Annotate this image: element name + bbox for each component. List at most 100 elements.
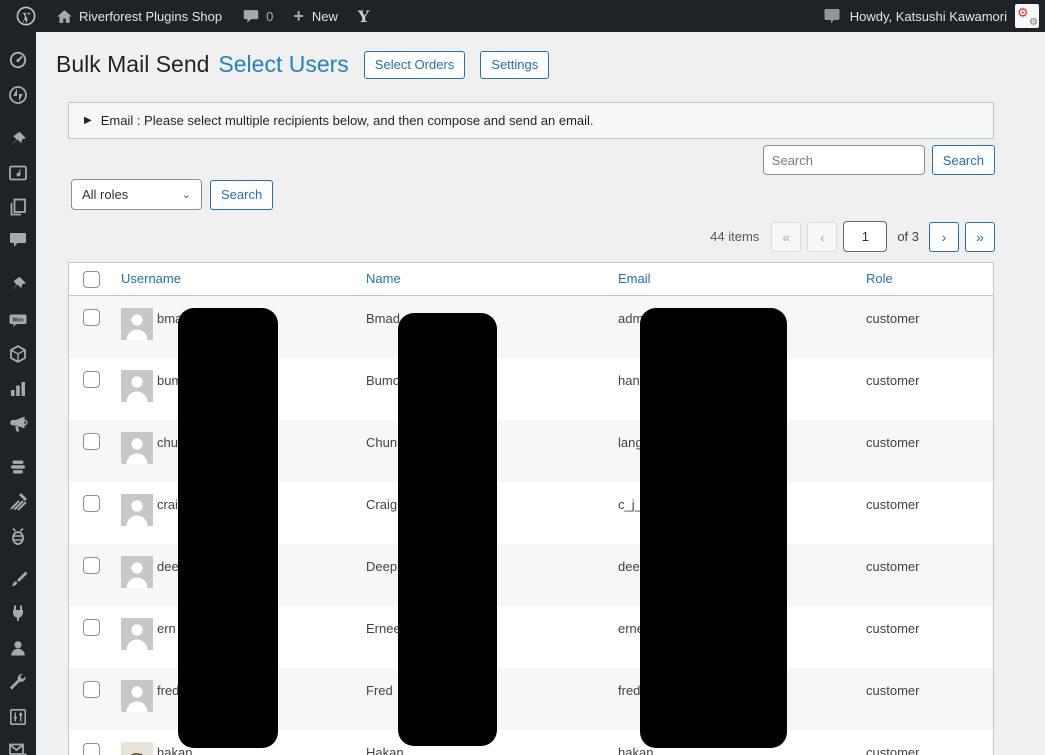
roles-search-button[interactable]: Search bbox=[210, 179, 274, 210]
last-page-button[interactable]: » bbox=[965, 221, 995, 252]
table-header: Username Name Email Role bbox=[69, 263, 993, 296]
prev-page-button: ‹ bbox=[807, 221, 838, 252]
pin-icon[interactable] bbox=[8, 275, 28, 295]
plus-icon: + bbox=[293, 6, 304, 26]
cell-role: customer bbox=[866, 621, 920, 636]
admin-bar-left: Riverforest Plugins Shop 0 + New Y bbox=[0, 0, 822, 32]
comments-icon[interactable] bbox=[8, 230, 28, 250]
settings-sliders-icon[interactable] bbox=[8, 707, 28, 727]
roles-select[interactable]: All roles ⌄ bbox=[71, 179, 202, 210]
row-checkbox[interactable] bbox=[83, 309, 100, 326]
row-checkbox[interactable] bbox=[83, 681, 100, 698]
site-menu[interactable]: Riverforest Plugins Shop bbox=[48, 0, 230, 32]
appearance-paintbrush-icon[interactable] bbox=[8, 569, 28, 589]
new-label: New bbox=[311, 8, 338, 24]
search-button[interactable]: Search bbox=[931, 145, 995, 175]
wordpress-logo-icon bbox=[16, 6, 36, 26]
admin-bar: Riverforest Plugins Shop 0 + New Y Howdy… bbox=[0, 0, 1045, 32]
cell-name: Bmad bbox=[366, 311, 400, 326]
new-content-menu[interactable]: + New bbox=[285, 0, 346, 32]
row-checkbox[interactable] bbox=[83, 743, 100, 755]
select-all-checkbox[interactable] bbox=[83, 271, 100, 288]
products-box-icon[interactable] bbox=[8, 344, 28, 364]
svg-text:Woo: Woo bbox=[12, 318, 23, 324]
items-count: 44 items bbox=[710, 229, 760, 244]
analytics-bars-icon[interactable] bbox=[8, 379, 28, 399]
admin-bar-right: Howdy, Katsushi Kawamori ⚙ ⚙ bbox=[822, 4, 1045, 28]
jetpack-icon[interactable] bbox=[8, 85, 28, 105]
roles-select-value: All roles bbox=[82, 187, 129, 202]
marketing-megaphone-icon[interactable] bbox=[8, 414, 28, 434]
avatar bbox=[121, 680, 153, 712]
avatar bbox=[121, 494, 153, 526]
pagination: 44 items « ‹ of 3 › » bbox=[710, 221, 995, 252]
yoast-seo-menu[interactable]: Y bbox=[350, 0, 377, 32]
pages-icon[interactable] bbox=[8, 197, 28, 217]
mail-send-icon[interactable] bbox=[8, 740, 28, 755]
cell-role: customer bbox=[866, 497, 920, 512]
row-checkbox[interactable] bbox=[83, 495, 100, 512]
cell-role: customer bbox=[866, 373, 920, 388]
column-header-username[interactable]: Username bbox=[121, 271, 181, 286]
select-orders-button[interactable]: Select Orders bbox=[363, 50, 466, 79]
next-page-button[interactable]: › bbox=[929, 221, 959, 252]
cell-name: Bumo bbox=[366, 373, 400, 388]
hive-icon[interactable] bbox=[8, 457, 28, 477]
cell-username: hakan bbox=[157, 745, 193, 755]
cell-name: Hakan bbox=[366, 745, 404, 755]
avatar bbox=[121, 742, 153, 755]
row-checkbox[interactable] bbox=[83, 371, 100, 388]
settings-button[interactable]: Settings bbox=[480, 50, 550, 79]
feedback-bubble-icon[interactable] bbox=[822, 6, 842, 26]
avatar bbox=[121, 618, 153, 650]
posts-pushpin-icon[interactable] bbox=[8, 130, 28, 150]
row-checkbox[interactable] bbox=[83, 433, 100, 450]
current-page-input[interactable] bbox=[843, 221, 888, 252]
woocommerce-icon[interactable]: Woo bbox=[8, 310, 28, 330]
redaction-box bbox=[398, 313, 497, 746]
home-icon bbox=[57, 9, 72, 23]
comments-menu[interactable]: 0 bbox=[234, 0, 281, 32]
cell-username: dee bbox=[157, 559, 179, 574]
cell-name: Craig bbox=[366, 497, 398, 512]
brushes-icon[interactable] bbox=[8, 492, 28, 512]
search-input[interactable] bbox=[762, 145, 925, 175]
cell-name: Deep bbox=[366, 559, 398, 574]
cell-role: customer bbox=[866, 683, 920, 698]
title-bar: Bulk Mail Send Select Users Select Order… bbox=[56, 50, 550, 80]
row-checkbox[interactable] bbox=[83, 619, 100, 636]
email-notice[interactable]: ▶ Email : Please select multiple recipie… bbox=[68, 102, 994, 139]
avatar[interactable]: ⚙ ⚙ bbox=[1015, 4, 1039, 28]
chevron-down-icon: ⌄ bbox=[181, 189, 191, 201]
page-title: Bulk Mail Send bbox=[56, 51, 210, 77]
dashboard-icon[interactable] bbox=[8, 50, 28, 70]
cell-email: erne bbox=[618, 621, 645, 636]
roles-filter: All roles ⌄ Search bbox=[71, 179, 274, 210]
column-header-name[interactable]: Name bbox=[366, 271, 401, 286]
gear-icon: ⚙ bbox=[1029, 17, 1038, 28]
plugins-plug-icon[interactable] bbox=[8, 603, 28, 623]
cell-role: customer bbox=[866, 311, 920, 326]
cell-role: customer bbox=[866, 745, 920, 755]
user-search-box: Search bbox=[762, 145, 995, 175]
column-header-email[interactable]: Email bbox=[618, 271, 651, 286]
wordpress-logo-menu[interactable] bbox=[8, 0, 44, 32]
cell-username: bma bbox=[157, 311, 183, 326]
avatar bbox=[121, 556, 153, 588]
avatar bbox=[121, 308, 153, 340]
bee-icon[interactable] bbox=[8, 526, 28, 546]
cell-username: fred bbox=[157, 683, 180, 698]
yoast-icon: Y bbox=[357, 6, 370, 26]
howdy-account-menu[interactable]: Howdy, Katsushi Kawamori bbox=[849, 8, 1007, 24]
row-checkbox[interactable] bbox=[83, 557, 100, 574]
cell-username: bum bbox=[157, 373, 183, 388]
cell-email: admi bbox=[618, 311, 647, 326]
cell-email: fred bbox=[618, 683, 641, 698]
site-name: Riverforest Plugins Shop bbox=[79, 8, 223, 24]
column-header-role[interactable]: Role bbox=[866, 271, 893, 286]
media-icon[interactable] bbox=[8, 163, 28, 183]
cell-username: crai bbox=[157, 497, 178, 512]
tools-wrench-icon[interactable] bbox=[8, 672, 28, 692]
users-icon[interactable] bbox=[8, 638, 28, 658]
